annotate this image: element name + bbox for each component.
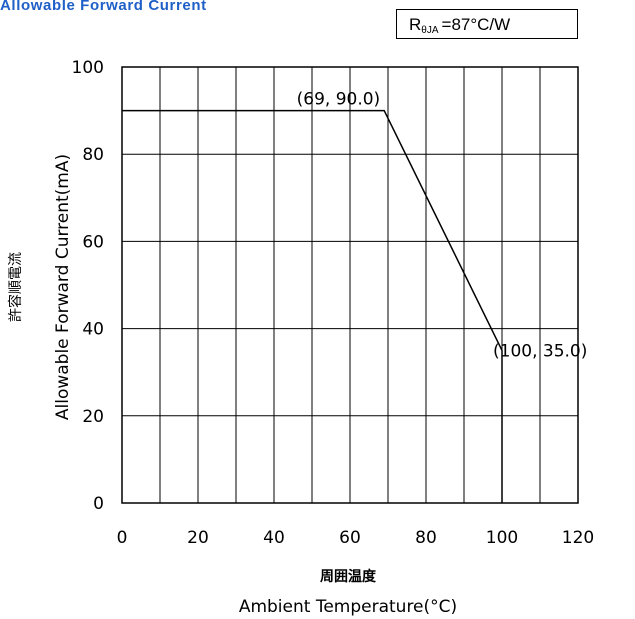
y-tick-labels: 0 20 40 60 80 100 [72, 58, 104, 514]
thermal-resistance-box: RθJA =87°C/W [396, 9, 578, 39]
annotations: (69, 90.0) (100, 35.0) [297, 90, 588, 362]
x-tick-labels: 0 20 40 60 80 100 120 [117, 528, 595, 548]
plot-frame [121, 66, 579, 504]
y-tick-label: 0 [93, 494, 104, 514]
r-subscript: θJA [421, 25, 439, 36]
x-tick-label: 40 [263, 528, 285, 548]
annotation-label: (100, 35.0) [493, 341, 587, 361]
r-symbol: R [409, 15, 422, 34]
x-tick-label: 20 [187, 528, 209, 548]
x-axis-label: Ambient Temperature(°C) [239, 597, 457, 617]
y-axis-label: Allowable Forward Current(mA) [53, 154, 73, 420]
y-axis-label-jp: 許容順電流 [7, 252, 24, 322]
chart-title: Allowable Forward Current [0, 0, 207, 14]
x-tick-label: 0 [117, 528, 128, 548]
annotation-label: (69, 90.0) [297, 90, 381, 110]
x-tick-label: 120 [562, 528, 594, 548]
y-tick-label: 60 [82, 232, 104, 252]
thermal-resistance-label: RθJA =87°C/W [409, 15, 510, 36]
x-tick-label: 80 [415, 528, 437, 548]
r-value: =87°C/W [441, 15, 511, 34]
y-tick-label: 20 [82, 407, 104, 427]
y-tick-label: 40 [82, 320, 104, 340]
x-tick-label: 60 [339, 528, 361, 548]
y-tick-label: 80 [82, 145, 104, 165]
x-axis-label-jp: 周囲温度 [320, 568, 377, 585]
y-tick-label: 100 [72, 58, 104, 78]
x-tick-label: 100 [486, 528, 518, 548]
series-line [122, 109, 503, 503]
grid [121, 66, 579, 504]
